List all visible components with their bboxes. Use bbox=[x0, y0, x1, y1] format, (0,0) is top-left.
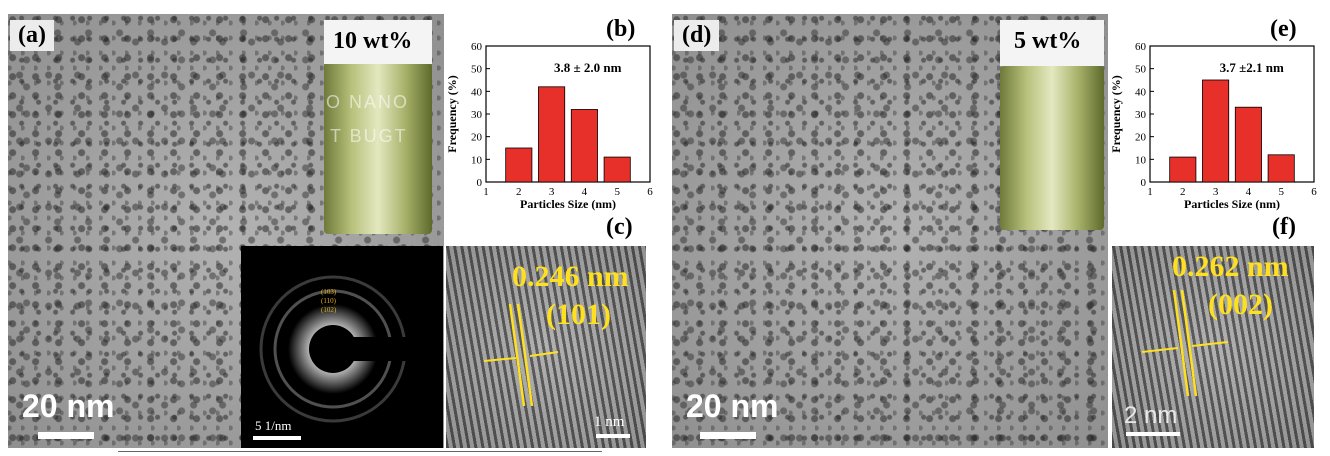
vial-cap bbox=[324, 20, 432, 64]
histogram-bar bbox=[1267, 154, 1295, 183]
y-tick-label: 30 bbox=[1135, 109, 1147, 121]
panel-label-c: (c) bbox=[606, 214, 633, 240]
saed-scale-bar bbox=[253, 436, 301, 440]
vial-cap-5wt bbox=[1000, 20, 1104, 66]
saed-ring-label-2: (110) bbox=[321, 297, 337, 305]
x-tick-label: 5 bbox=[1278, 186, 1284, 198]
vial-text-line2: T BUGT bbox=[330, 126, 408, 146]
y-tick-label: 60 bbox=[471, 41, 483, 53]
histogram-bar bbox=[603, 156, 631, 183]
histogram-bar bbox=[570, 109, 598, 183]
vial-text-line1: O NANO bbox=[326, 92, 410, 112]
vial-label-10wt: 10 wt% bbox=[333, 28, 413, 54]
scale-text-c: 1 nm bbox=[594, 414, 625, 430]
x-tick-label: 3 bbox=[549, 186, 555, 198]
histogram-bar bbox=[505, 147, 533, 183]
x-tick-label: 5 bbox=[614, 186, 620, 198]
scale-bar-a bbox=[38, 432, 94, 439]
lattice-plane-f: (002) bbox=[1208, 288, 1273, 321]
x-tick-label: 3 bbox=[1213, 186, 1219, 198]
panel-label-b: (b) bbox=[606, 16, 636, 42]
y-tick-label: 0 bbox=[1141, 177, 1147, 189]
arrow-f-right bbox=[1191, 341, 1229, 347]
x-tick-label: 1 bbox=[483, 186, 489, 198]
size-annotation: 3.7 ±2.1 nm bbox=[1220, 60, 1284, 75]
scale-text-f: 2 nm bbox=[1124, 402, 1178, 429]
lattice-line-f1 bbox=[1172, 289, 1190, 397]
y-tick-label: 30 bbox=[471, 109, 483, 121]
lattice-lines-c bbox=[483, 303, 630, 438]
x-tick-label: 1 bbox=[1147, 186, 1153, 198]
y-tick-label: 50 bbox=[1135, 64, 1147, 76]
vial-label-5wt: 5 wt% bbox=[1014, 28, 1082, 54]
panel-label-e: (e) bbox=[1270, 16, 1297, 42]
y-tick-label: 60 bbox=[1135, 41, 1147, 53]
lattice-line-c1 bbox=[508, 303, 526, 407]
scale-text-d: 20 nm bbox=[686, 388, 779, 424]
y-tick-label: 10 bbox=[1135, 154, 1147, 166]
histogram-bar bbox=[1234, 106, 1262, 183]
hrtem-image-c bbox=[446, 246, 646, 448]
lattice-lines-f bbox=[1126, 289, 1229, 436]
saed-svg: (103) (110) (102) 5 1/nm bbox=[253, 275, 443, 440]
vial-10wt bbox=[324, 62, 432, 234]
y-tick-label: 40 bbox=[1135, 86, 1147, 98]
y-tick-label: 50 bbox=[471, 64, 483, 76]
y-axis-label: Frequency (%) bbox=[1109, 75, 1123, 152]
scale-bar-f bbox=[1126, 432, 1180, 436]
histogram-bar bbox=[1169, 156, 1197, 183]
panel-label-f: (f) bbox=[1272, 214, 1296, 240]
vial-5wt bbox=[1000, 66, 1104, 230]
lattice-spacing-c: 0.246 nm bbox=[512, 260, 629, 293]
scale-text-a: 20 nm bbox=[22, 388, 115, 424]
size-annotation: 3.8 ± 2.0 nm bbox=[554, 60, 622, 75]
y-tick-label: 0 bbox=[477, 177, 483, 189]
x-tick-label: 2 bbox=[1180, 186, 1186, 198]
x-tick-label: 2 bbox=[516, 186, 522, 198]
x-axis-label: Particles Size (nm) bbox=[1184, 197, 1280, 211]
scale-bar-c bbox=[596, 434, 630, 438]
y-tick-label: 40 bbox=[471, 86, 483, 98]
arrow-f-left bbox=[1141, 347, 1179, 353]
y-axis-label: Frequency (%) bbox=[445, 75, 459, 152]
panel-label-a: (a) bbox=[10, 20, 54, 51]
saed-ring-label-3: (102) bbox=[321, 306, 337, 314]
hrtem-image-f bbox=[1112, 246, 1314, 448]
histogram-e: 0 10 20 30 40 50 60 1 2 3 4 5 6 3.7 ±2.1 nm Particles … bbox=[1109, 41, 1317, 211]
figure-divider-line bbox=[118, 451, 602, 452]
histogram-bar bbox=[1202, 79, 1230, 183]
saed-ring-label-1: (103) bbox=[321, 288, 337, 296]
saed-scale-text: 5 1/nm bbox=[255, 418, 291, 433]
histogram-b: 0 10 20 30 40 50 60 1 2 3 4 5 6 3.8 ± 2.0 nm Particles… bbox=[445, 41, 653, 211]
y-tick-label: 20 bbox=[471, 132, 483, 144]
arrow-c-left bbox=[483, 357, 517, 362]
y-tick-label: 20 bbox=[1135, 132, 1147, 144]
x-tick-label: 6 bbox=[647, 186, 653, 198]
scale-bar-d bbox=[700, 432, 756, 439]
x-axis-label: Particles Size (nm) bbox=[520, 197, 616, 211]
lattice-line-c2 bbox=[516, 303, 534, 407]
saed-pattern: (103) (110) (102) 5 1/nm bbox=[241, 246, 443, 448]
lattice-spacing-f: 0.262 nm bbox=[1172, 250, 1289, 283]
x-tick-label: 4 bbox=[582, 186, 588, 198]
arrow-c-right bbox=[529, 351, 559, 357]
lattice-line-f2 bbox=[1180, 289, 1198, 397]
histogram-bar bbox=[538, 86, 566, 183]
x-tick-label: 6 bbox=[1311, 186, 1317, 198]
y-tick-label: 10 bbox=[471, 154, 483, 166]
tem-image-d bbox=[672, 14, 1108, 448]
lattice-plane-c: (101) bbox=[546, 298, 611, 331]
x-tick-label: 4 bbox=[1246, 186, 1252, 198]
panel-label-d: (d) bbox=[674, 20, 720, 51]
saed-beam-stop-arm bbox=[333, 337, 443, 361]
